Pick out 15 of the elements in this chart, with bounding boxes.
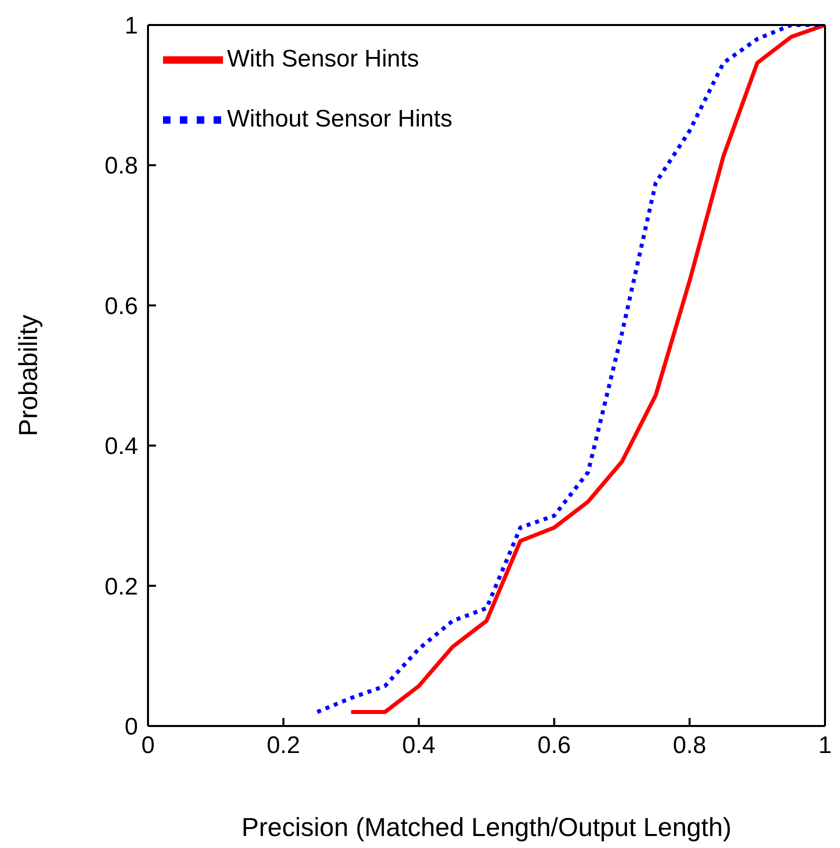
y-axis-title: Probability bbox=[13, 314, 44, 436]
x-tick-label: 1 bbox=[818, 732, 832, 760]
y-tick-label: 0.6 bbox=[104, 292, 138, 320]
y-tick-label: 1 bbox=[124, 12, 138, 40]
legend-label: Without Sensor Hints bbox=[227, 105, 452, 132]
y-tick-label: 0 bbox=[124, 714, 138, 741]
y-tick-label: 0.8 bbox=[104, 152, 138, 180]
y-tick-label: 0.4 bbox=[104, 433, 138, 460]
x-tick-label: 0.8 bbox=[672, 732, 706, 760]
y-tick-label: 0.2 bbox=[104, 573, 138, 600]
x-axis-title: Precision (Matched Length/Output Length) bbox=[242, 812, 732, 842]
x-tick-label: 0.4 bbox=[402, 732, 436, 760]
x-tick-label: 0.6 bbox=[538, 732, 571, 760]
legend-label: With Sensor Hints bbox=[227, 45, 420, 72]
x-tick-label: 0.2 bbox=[266, 732, 300, 760]
